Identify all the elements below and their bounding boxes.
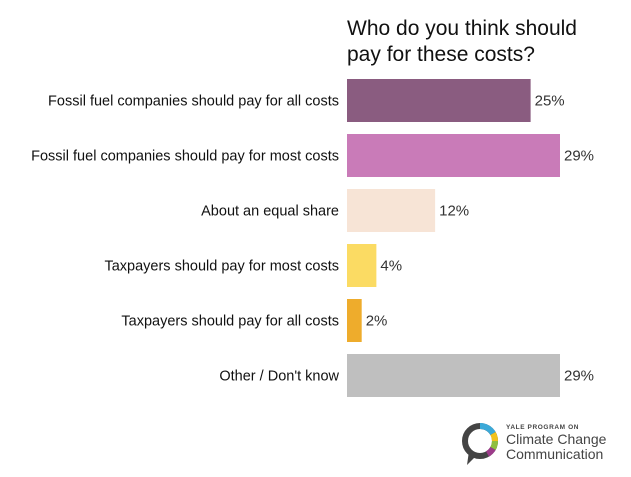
chart-title-line-1: Who do you think should	[347, 17, 577, 40]
bars-group	[347, 79, 560, 397]
category-label: Fossil fuel companies should pay for all…	[48, 94, 339, 110]
logo-tail	[467, 451, 477, 465]
logo-text-line-1: YALE PROGRAM ON	[506, 424, 579, 431]
logo-icon	[462, 422, 499, 465]
logo-ring-segment	[485, 446, 496, 457]
bar	[347, 79, 531, 122]
chart-title: Who do you think should pay for these co…	[347, 17, 577, 66]
bar	[347, 189, 436, 232]
logo-ring-segment	[490, 440, 499, 450]
bar	[347, 244, 377, 287]
category-label: Other / Don't know	[219, 369, 339, 385]
value-labels-group: 25% 29% 12% 4% 2% 29%	[366, 93, 594, 385]
value-label: 12%	[439, 203, 469, 220]
value-label: 2%	[366, 313, 388, 330]
category-label: Taxpayers should pay for most costs	[104, 259, 339, 275]
value-label: 4%	[380, 258, 402, 275]
category-label: About an equal share	[201, 204, 339, 220]
value-label: 25%	[535, 93, 565, 110]
logo-ring-segment	[479, 422, 496, 436]
bar	[347, 354, 560, 397]
category-label: Fossil fuel companies should pay for mos…	[31, 149, 339, 165]
value-label: 29%	[564, 148, 594, 165]
logo-text-line-2: Climate Change	[506, 431, 607, 447]
category-labels-group: Fossil fuel companies should pay for all…	[31, 94, 339, 385]
value-label: 29%	[564, 368, 594, 385]
chart-title-line-2: pay for these costs?	[347, 43, 535, 66]
bar	[347, 299, 362, 342]
logo-ring-segment	[490, 432, 499, 442]
logo-text-line-3: Communication	[506, 446, 603, 462]
logo: YALE PROGRAM ON Climate Change Communica…	[462, 422, 607, 465]
bar	[347, 134, 560, 177]
category-label: Taxpayers should pay for all costs	[121, 314, 339, 330]
